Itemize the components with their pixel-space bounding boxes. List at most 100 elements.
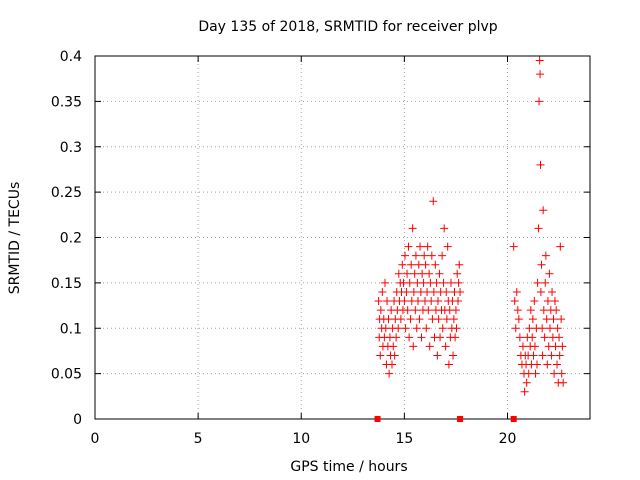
data-point	[540, 333, 549, 342]
data-point	[548, 287, 557, 296]
data-point	[543, 360, 552, 369]
y-tick-label: 0.3	[60, 140, 82, 156]
axis-ticks: 0 5 10 15 20 0 0.05 0.1 0.15 0.2 0.25 0.3 0.35 0.4	[51, 49, 590, 447]
data-point	[543, 297, 552, 306]
data-point	[454, 278, 463, 287]
zero-marker	[510, 416, 517, 422]
data-point	[423, 242, 432, 251]
data-point	[556, 242, 565, 251]
data-point	[419, 278, 428, 287]
data-point	[514, 315, 523, 324]
data-point	[536, 287, 545, 296]
data-point	[433, 351, 442, 360]
data-point	[545, 269, 554, 278]
data-point	[408, 224, 417, 233]
x-axis-label: GPS time / hours	[290, 459, 407, 475]
data-point	[403, 269, 412, 278]
data-point	[557, 369, 566, 378]
data-point	[418, 269, 427, 278]
data-point	[528, 333, 537, 342]
data-point	[413, 297, 422, 306]
data-point	[385, 369, 394, 378]
data-point	[396, 315, 405, 324]
data-point	[431, 260, 440, 269]
y-tick-label: 0	[73, 412, 82, 428]
data-point	[524, 369, 533, 378]
y-tick-label: 0.15	[51, 276, 82, 292]
data-point	[424, 306, 433, 315]
data-point	[416, 242, 425, 251]
y-tick-label: 0.05	[51, 367, 82, 383]
data-point	[545, 324, 554, 333]
data-point	[429, 287, 438, 296]
data-point	[451, 333, 460, 342]
data-point	[538, 351, 547, 360]
data-point	[402, 287, 411, 296]
data-point	[383, 297, 392, 306]
data-point	[388, 360, 396, 369]
data-point	[380, 278, 389, 287]
y-tick-label: 0.2	[60, 231, 82, 247]
data-point	[535, 56, 544, 65]
data-point	[509, 242, 518, 251]
data-point	[401, 324, 410, 333]
data-point	[550, 297, 559, 306]
data-point	[534, 224, 543, 233]
data-point	[436, 333, 445, 342]
x-tick-label: 15	[395, 431, 413, 447]
data-point	[398, 260, 407, 269]
data-point	[441, 342, 450, 351]
data-point	[528, 315, 537, 324]
data-point	[407, 260, 416, 269]
data-points	[374, 56, 568, 422]
data-point	[390, 351, 399, 360]
data-point	[513, 306, 522, 315]
data-point	[525, 324, 534, 333]
data-point	[411, 251, 420, 260]
data-point	[454, 297, 462, 306]
data-point	[544, 342, 553, 351]
data-point	[555, 351, 564, 360]
data-point	[389, 342, 398, 351]
x-tick-label: 5	[194, 431, 203, 447]
data-point	[536, 70, 545, 79]
data-point	[537, 260, 546, 269]
data-point	[518, 342, 527, 351]
data-point	[455, 260, 464, 269]
data-point	[433, 297, 442, 306]
y-tick-label: 0.4	[60, 49, 82, 65]
data-point	[553, 360, 561, 369]
y-tick-label: 0.35	[51, 94, 82, 110]
data-point	[384, 315, 393, 324]
data-point	[520, 387, 529, 396]
data-point	[446, 278, 455, 287]
data-point	[515, 333, 524, 342]
data-point	[435, 269, 444, 278]
data-point	[425, 269, 434, 278]
data-point	[432, 278, 441, 287]
data-point	[530, 342, 539, 351]
data-point	[558, 342, 567, 351]
data-point	[394, 324, 403, 333]
data-point	[427, 251, 436, 260]
data-point	[412, 324, 421, 333]
data-point	[542, 315, 551, 324]
data-point	[423, 287, 432, 296]
data-point	[539, 206, 548, 215]
data-point	[547, 351, 556, 360]
data-point	[552, 306, 561, 315]
data-point	[443, 242, 452, 251]
data-point	[417, 333, 426, 342]
data-point	[442, 315, 451, 324]
data-point	[376, 306, 385, 315]
data-point	[559, 378, 568, 387]
y-tick-label: 0.1	[60, 321, 82, 337]
data-point	[444, 360, 453, 369]
data-point	[392, 333, 401, 342]
data-point	[511, 324, 520, 333]
zero-marker	[457, 416, 464, 422]
y-tick-label: 0.25	[51, 185, 82, 201]
x-tick-label: 0	[91, 431, 100, 447]
data-point	[404, 242, 413, 251]
data-point	[449, 351, 458, 360]
